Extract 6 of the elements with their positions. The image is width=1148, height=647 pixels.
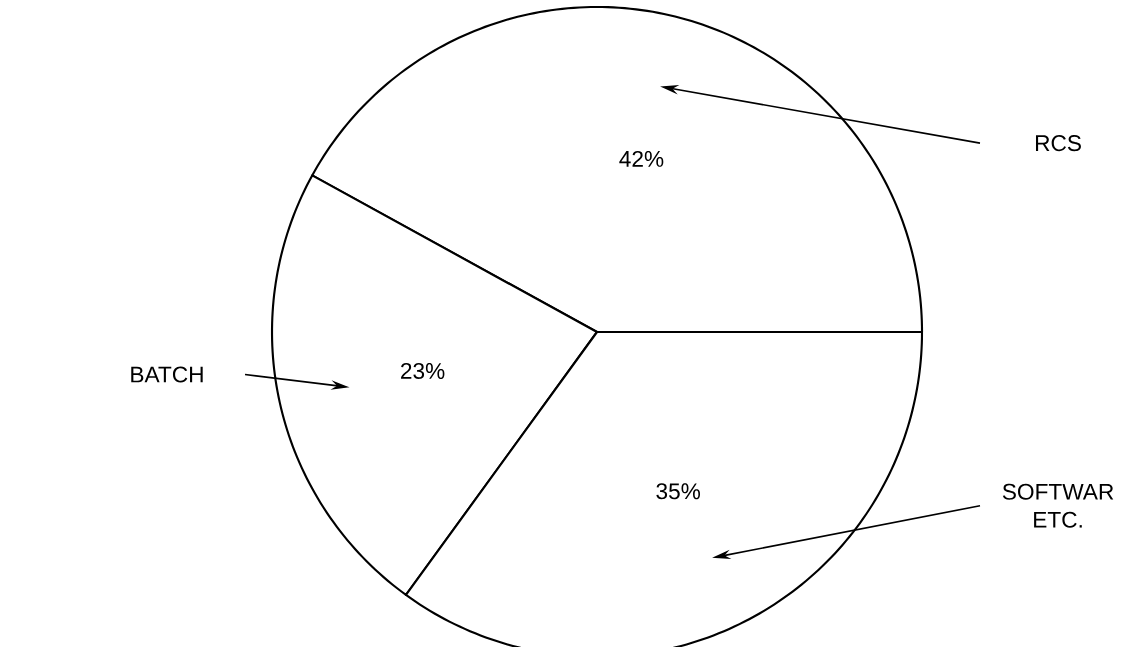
slice-label: SOFTWAR ETC. xyxy=(1002,483,1114,528)
data-label: 42% xyxy=(619,150,664,167)
data-label: 35% xyxy=(656,483,701,500)
data-label: 23% xyxy=(401,362,445,380)
legend-label: BATCH xyxy=(131,366,203,383)
slice-label: RCS xyxy=(1035,135,1081,152)
